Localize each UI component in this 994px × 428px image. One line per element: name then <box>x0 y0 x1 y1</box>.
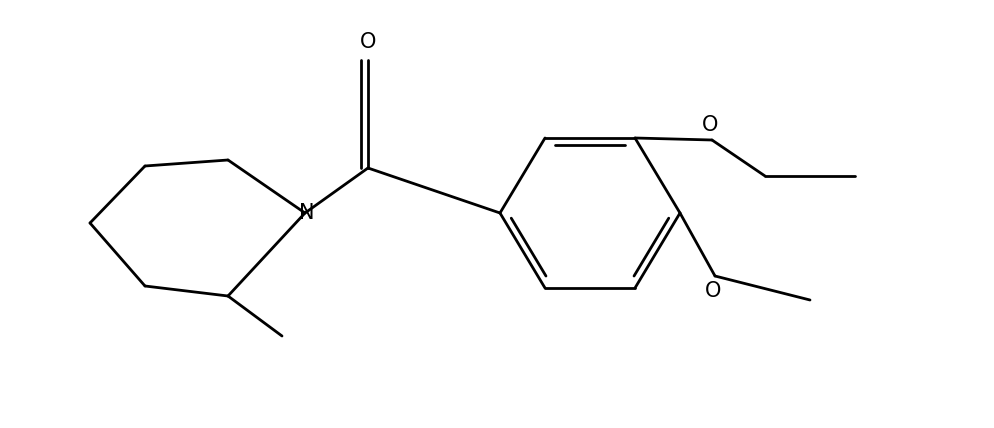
Text: O: O <box>702 115 719 135</box>
Text: O: O <box>705 281 722 301</box>
Text: N: N <box>299 203 315 223</box>
Text: O: O <box>360 32 376 52</box>
